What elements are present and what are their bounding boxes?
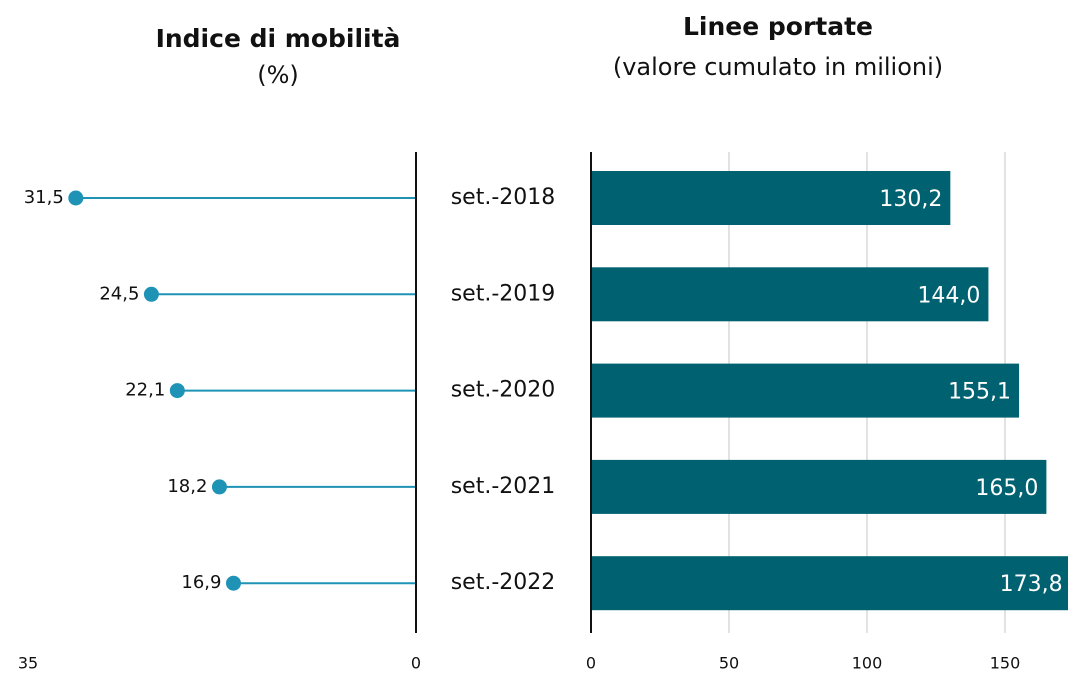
bar bbox=[591, 267, 989, 322]
x-tick-label: 35 bbox=[18, 654, 38, 673]
category-label: set.-2018 bbox=[451, 185, 556, 210]
x-tick-label: 50 bbox=[719, 654, 739, 673]
data-label: 24,5 bbox=[99, 283, 139, 304]
data-label: 165,0 bbox=[975, 476, 1038, 501]
data-label: 31,5 bbox=[24, 187, 64, 208]
bar bbox=[591, 459, 1047, 514]
category-label: set.-2020 bbox=[451, 378, 556, 403]
data-label: 16,9 bbox=[181, 572, 221, 593]
x-tick-label: 0 bbox=[586, 654, 596, 673]
data-label: 144,0 bbox=[917, 283, 980, 308]
data-label: 18,2 bbox=[167, 476, 207, 497]
x-tick-label: 100 bbox=[852, 654, 883, 673]
data-label: 130,2 bbox=[879, 187, 942, 212]
category-label: set.-2022 bbox=[451, 570, 556, 595]
category-label: set.-2019 bbox=[451, 281, 556, 306]
chart-subtitle: (%) bbox=[257, 61, 299, 89]
x-tick-label: 150 bbox=[990, 654, 1021, 673]
data-label: 173,8 bbox=[1000, 572, 1063, 597]
lollipop-dot bbox=[143, 286, 159, 302]
data-label: 22,1 bbox=[125, 380, 165, 401]
chart-title: Linee portate bbox=[683, 12, 873, 41]
lollipop-dot bbox=[68, 190, 84, 206]
category-label: set.-2021 bbox=[451, 474, 556, 499]
chart-title: Indice di mobilità bbox=[156, 24, 401, 53]
bar bbox=[591, 556, 1068, 611]
x-tick-label: 0 bbox=[411, 654, 421, 673]
lollipop-dot bbox=[169, 383, 185, 399]
bar bbox=[591, 363, 1020, 418]
data-label: 155,1 bbox=[948, 380, 1011, 405]
lollipop-dot bbox=[211, 479, 227, 495]
chart-subtitle: (valore cumulato in milioni) bbox=[613, 53, 943, 81]
bar bbox=[591, 171, 951, 225]
lollipop-dot bbox=[225, 575, 241, 591]
